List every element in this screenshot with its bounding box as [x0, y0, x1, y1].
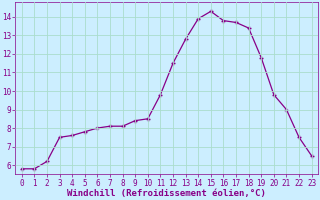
- X-axis label: Windchill (Refroidissement éolien,°C): Windchill (Refroidissement éolien,°C): [67, 189, 266, 198]
